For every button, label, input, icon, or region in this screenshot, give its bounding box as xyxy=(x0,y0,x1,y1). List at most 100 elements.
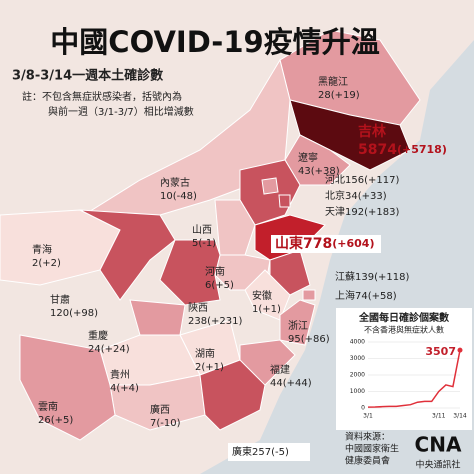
province-name: 貴州 xyxy=(110,368,130,381)
province-name: 廣東 xyxy=(232,445,252,458)
province xyxy=(278,194,291,208)
province-label: 山東778(+604) xyxy=(275,235,374,252)
province-name: 廣西 xyxy=(150,403,170,416)
province-count: 2(+2) xyxy=(32,258,61,269)
province-label: 河北156(+117) xyxy=(325,174,399,186)
case-change: (+1) xyxy=(201,362,224,373)
province-name: 遼寧 xyxy=(298,151,318,164)
case-change: (+33) xyxy=(358,191,387,202)
province-label: 天津192(+183) xyxy=(325,206,399,218)
case-count: 7 xyxy=(150,418,156,429)
case-count: 95 xyxy=(288,334,301,345)
case-change: (+117) xyxy=(364,175,399,186)
province xyxy=(244,269,291,321)
province-name: 青海 xyxy=(32,243,52,256)
case-count: 5 xyxy=(192,238,198,249)
case-change: (+5) xyxy=(51,415,74,426)
province-name: 北京 xyxy=(325,189,345,202)
note: 與前一週（3/1-3/7）相比增減數 xyxy=(48,105,194,118)
province-name: 重慶 xyxy=(88,329,108,342)
province xyxy=(214,199,256,256)
province-count: 28(+19) xyxy=(318,90,360,101)
case-count: 1 xyxy=(252,304,258,315)
province-count: 4(+4) xyxy=(110,383,139,394)
source: 資料來源： xyxy=(345,431,390,443)
province-name: 江蘇 xyxy=(335,270,355,283)
case-change: (+604) xyxy=(332,237,374,250)
province-count: 10(-48) xyxy=(160,191,197,202)
y-tick-label: 4000 xyxy=(350,339,365,346)
case-count: 43 xyxy=(298,166,311,177)
case-count: 10 xyxy=(160,191,173,202)
case-count: 139 xyxy=(355,272,374,283)
province-label: 北京34(+33) xyxy=(325,189,387,202)
province-name: 湖南 xyxy=(195,347,215,360)
province-name: 河南 xyxy=(205,265,225,278)
y-tick-label: 2000 xyxy=(350,372,365,379)
case-count: 44 xyxy=(270,378,283,389)
province-count: 6(+5) xyxy=(205,280,234,291)
case-count: 238 xyxy=(188,316,207,327)
y-tick-label: 1000 xyxy=(350,388,365,395)
case-count: 6 xyxy=(205,280,211,291)
province-count: 95(+86) xyxy=(288,334,330,345)
province-name: 陝西 xyxy=(188,302,208,314)
case-count: 156 xyxy=(345,175,364,186)
case-change: (-48) xyxy=(173,191,197,202)
label-box xyxy=(271,235,381,253)
province xyxy=(199,359,266,431)
province xyxy=(79,209,176,301)
source: 健康委員會 xyxy=(345,455,390,467)
province-name: 天津 xyxy=(325,206,345,218)
case-count: 5874 xyxy=(358,142,397,158)
case-count: 192 xyxy=(345,207,364,218)
province-count: 26(+5) xyxy=(38,415,73,426)
case-count: 2 xyxy=(32,258,38,269)
province-label: 江蘇139(+118) xyxy=(335,270,409,283)
province xyxy=(129,299,186,336)
province-count: 5874(+5718) xyxy=(358,142,447,158)
case-change: (-5) xyxy=(271,447,289,458)
case-count: 74 xyxy=(355,291,368,302)
province-name: 河北 xyxy=(325,174,345,186)
province-name: 甘肅 xyxy=(50,293,70,306)
province-name: 山西 xyxy=(192,224,212,236)
province-count: 24(+24) xyxy=(88,344,130,355)
case-count: 28 xyxy=(318,90,331,101)
case-change: (+98) xyxy=(69,308,98,319)
point xyxy=(457,347,463,353)
case-count: 34 xyxy=(345,191,358,202)
province-count: 120(+98) xyxy=(50,308,98,319)
province xyxy=(279,299,316,346)
province-count: 43(+38) xyxy=(298,166,340,177)
province-name: 福建 xyxy=(270,363,290,376)
province-name: 安徽 xyxy=(252,289,272,302)
case-change: (+2) xyxy=(38,258,61,269)
province-count: 238(+231) xyxy=(188,316,242,327)
case-count: 4 xyxy=(110,383,116,394)
case-change: (+4) xyxy=(116,383,139,394)
case-count: 2 xyxy=(195,362,201,373)
subtitle: 3/8-3/14一週本土確診數 xyxy=(12,68,163,84)
province-name: 吉林 xyxy=(358,123,386,140)
logo: CNA xyxy=(415,433,462,457)
inset-subtitle: 不含香港與無症狀人數 xyxy=(364,325,444,335)
province-name: 上海 xyxy=(335,289,355,302)
province-count: 2(+1) xyxy=(195,362,224,373)
province-count: 1(+1) xyxy=(252,304,281,315)
agency: 中央通訊社 xyxy=(415,459,460,471)
case-change: (+5) xyxy=(211,280,234,291)
case-change: (+44) xyxy=(283,378,312,389)
province-name: 黑龍江 xyxy=(318,75,348,88)
province-count: 7(-10) xyxy=(150,418,181,429)
y-tick-label: 3000 xyxy=(350,355,365,362)
case-count: 26 xyxy=(38,415,51,426)
case-change: (+38) xyxy=(311,166,340,177)
x-tick-label: 3/11 xyxy=(432,413,446,420)
case-change: (-10) xyxy=(156,418,180,429)
case-count: 257 xyxy=(252,447,271,458)
province-name: 內蒙古 xyxy=(160,176,190,189)
title: 中國COVID-19疫情升溫 xyxy=(50,25,379,59)
case-change: (-1) xyxy=(198,238,216,249)
case-change: (+231) xyxy=(207,316,242,327)
